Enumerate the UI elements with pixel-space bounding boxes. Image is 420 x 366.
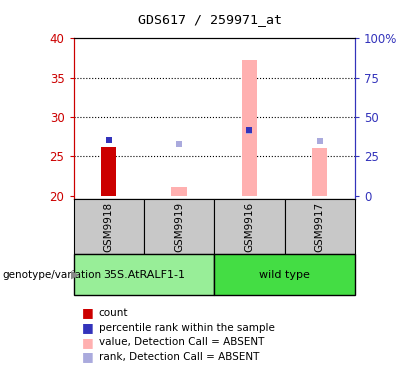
Text: ■: ■ (82, 306, 94, 320)
Text: value, Detection Call = ABSENT: value, Detection Call = ABSENT (99, 337, 264, 347)
Text: ■: ■ (82, 321, 94, 334)
Text: ■: ■ (82, 350, 94, 363)
Text: GSM9916: GSM9916 (244, 202, 255, 252)
Text: GSM9918: GSM9918 (104, 202, 114, 252)
Text: wild type: wild type (259, 269, 310, 280)
Bar (74, 199, 144, 254)
Text: percentile rank within the sample: percentile rank within the sample (99, 322, 275, 333)
Text: ■: ■ (82, 336, 94, 349)
Text: genotype/variation: genotype/variation (2, 269, 101, 280)
Text: GSM9917: GSM9917 (315, 202, 325, 252)
Text: ▶: ▶ (71, 269, 79, 280)
Text: rank, Detection Call = ABSENT: rank, Detection Call = ABSENT (99, 352, 259, 362)
Bar (144, 199, 214, 254)
Bar (101, 147, 116, 195)
Text: GDS617 / 259971_at: GDS617 / 259971_at (138, 13, 282, 26)
Bar (74, 254, 214, 295)
Bar (285, 199, 355, 254)
Bar (214, 254, 355, 295)
Text: 35S.AtRALF1-1: 35S.AtRALF1-1 (103, 269, 185, 280)
Bar (241, 60, 257, 195)
Text: count: count (99, 308, 128, 318)
Bar (312, 148, 328, 195)
Text: GSM9919: GSM9919 (174, 202, 184, 252)
Bar (171, 187, 187, 195)
Bar (214, 199, 285, 254)
